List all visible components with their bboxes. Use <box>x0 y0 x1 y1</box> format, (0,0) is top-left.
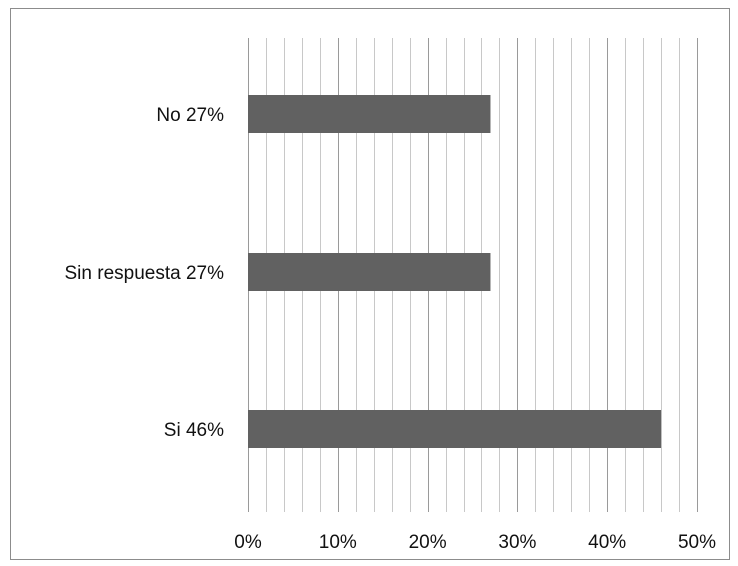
bar <box>248 410 662 448</box>
category-label: Sin respuesta 27% <box>65 263 225 284</box>
bar <box>248 95 491 133</box>
x-tick-label: 20% <box>409 532 447 553</box>
category-labels: No 27% Sin respuesta 27% Si 46% <box>65 105 225 441</box>
x-tick-label: 10% <box>319 532 357 553</box>
x-tick-label: 40% <box>588 532 626 553</box>
x-tick-label: 0% <box>234 532 262 553</box>
x-tick-label: 30% <box>498 532 536 553</box>
bar <box>248 253 491 291</box>
category-label: No 27% <box>156 105 224 126</box>
x-tick-labels: 0% 10% 20% 30% 40% 50% <box>234 532 716 553</box>
bars <box>248 95 662 448</box>
category-label: Si 46% <box>164 420 224 441</box>
x-tick-label: 50% <box>678 532 716 553</box>
